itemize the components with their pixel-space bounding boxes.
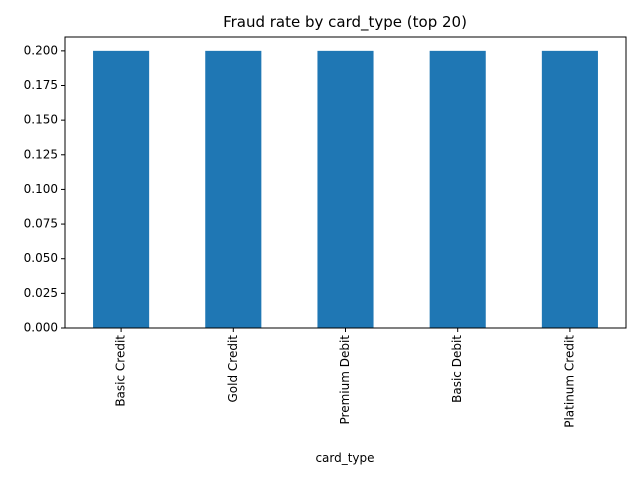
bar-platinum-credit xyxy=(541,50,598,328)
plot-frame xyxy=(64,36,627,329)
y-tick-label: 0.175 xyxy=(24,78,58,92)
y-tick-label: 0.125 xyxy=(24,147,58,161)
x-tick-label: Basic Credit xyxy=(114,335,128,407)
bar-premium-debit xyxy=(317,50,374,328)
chart-title: Fraud rate by card_type (top 20) xyxy=(223,13,467,32)
x-tick-label: Basic Debit xyxy=(450,335,464,403)
bar-basic-credit xyxy=(93,50,150,328)
y-tick-label: 0.200 xyxy=(24,43,58,57)
x-tick-label: Gold Credit xyxy=(226,335,240,403)
y-tick-label: 0.075 xyxy=(24,217,58,231)
bar-gold-credit xyxy=(205,50,262,328)
x-axis: Basic Credit Gold Credit Premium Debit Basi… xyxy=(114,328,576,428)
bars-group xyxy=(93,50,598,328)
y-tick-label: 0.150 xyxy=(24,113,58,127)
y-tick-label: 0.025 xyxy=(24,286,58,300)
bar-basic-debit xyxy=(429,50,486,328)
y-axis: 0.000 0.025 0.050 0.075 0.100 0.125 0.150 0.175… xyxy=(24,43,65,335)
y-tick-label: 0.100 xyxy=(24,182,58,196)
x-axis-label: card_type xyxy=(315,451,374,465)
y-tick-label: 0.050 xyxy=(24,251,58,265)
y-tick-label: 0.000 xyxy=(24,321,58,335)
x-tick-label: Platinum Credit xyxy=(562,335,576,428)
x-tick-label: Premium Debit xyxy=(338,335,352,425)
